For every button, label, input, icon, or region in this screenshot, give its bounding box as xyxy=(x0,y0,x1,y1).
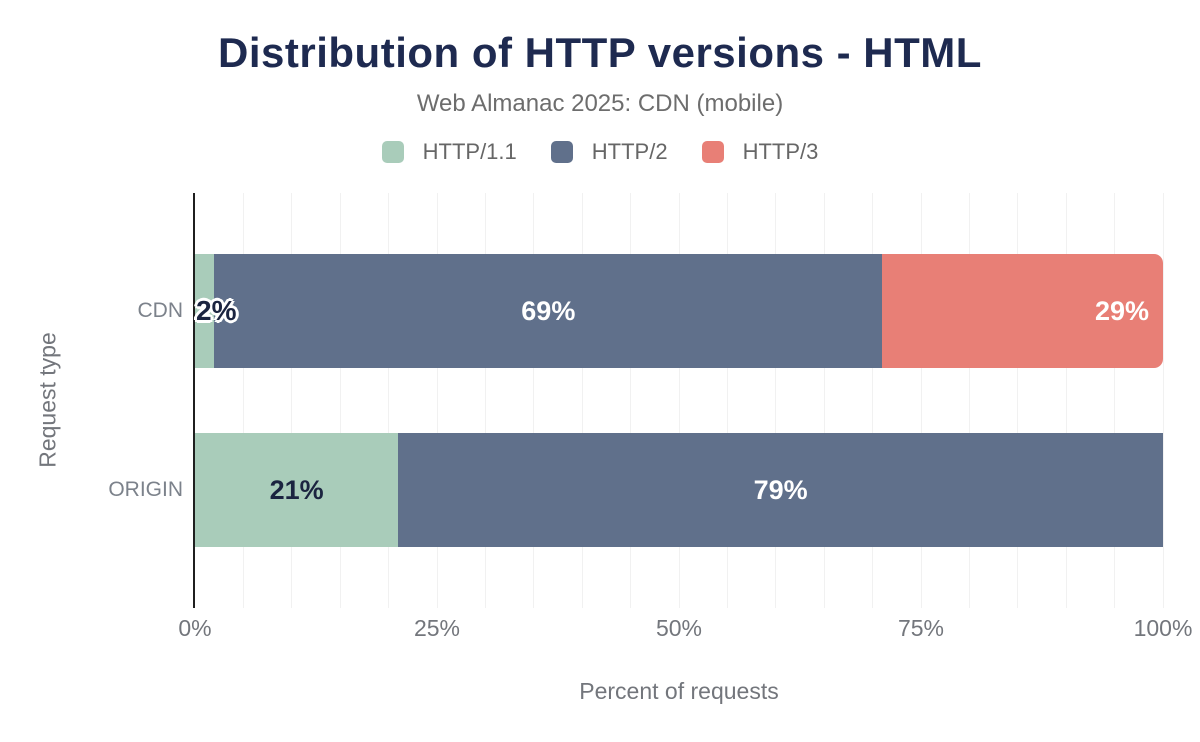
gridline xyxy=(581,193,583,608)
gridline xyxy=(678,193,680,608)
category-label-origin: ORIGIN xyxy=(108,478,183,501)
segment-origin-http1.1[interactable]: 21% xyxy=(195,433,399,547)
legend-swatch-icon xyxy=(701,141,724,163)
gridline xyxy=(388,193,390,608)
gridline xyxy=(291,193,293,608)
gridline xyxy=(1114,193,1116,608)
plot-area: 2% 69% 29% 21% 79% xyxy=(193,193,1164,608)
data-label: 2% xyxy=(196,295,237,326)
legend-swatch-icon xyxy=(381,141,404,163)
data-label: 79% xyxy=(753,474,808,505)
legend-item-http1.1[interactable]: HTTP/1.1 xyxy=(381,139,517,165)
x-tick-label: 100% xyxy=(1133,615,1193,641)
gridline xyxy=(1017,193,1019,608)
bar-cdn: 2% 69% 29% xyxy=(195,254,1163,368)
y-axis-line xyxy=(193,193,195,608)
gridline xyxy=(242,193,244,608)
gridline xyxy=(339,193,341,608)
gridline xyxy=(436,193,438,608)
segment-origin-http2[interactable]: 79% xyxy=(398,433,1163,547)
gridline xyxy=(630,193,632,608)
gridline xyxy=(1162,193,1164,608)
segment-cdn-http3[interactable]: 29% xyxy=(882,254,1163,368)
legend-item-http3[interactable]: HTTP/3 xyxy=(701,139,819,165)
data-label: 21% xyxy=(269,474,324,505)
bar-origin: 21% 79% xyxy=(195,433,1163,547)
x-tick-label: 25% xyxy=(413,615,461,641)
legend-label: HTTP/3 xyxy=(742,139,819,164)
x-tick-label: 75% xyxy=(897,615,945,641)
legend-label: HTTP/1.1 xyxy=(422,139,517,164)
legend-label: HTTP/2 xyxy=(591,139,668,164)
gridline xyxy=(726,193,728,608)
gridline xyxy=(823,193,825,608)
data-label: 29% xyxy=(1094,295,1149,326)
gridline xyxy=(533,193,535,608)
segment-cdn-http2[interactable]: 69% xyxy=(214,254,883,368)
legend-item-http2[interactable]: HTTP/2 xyxy=(550,139,668,165)
data-label: 69% xyxy=(521,295,576,326)
segment-cdn-http1.1[interactable] xyxy=(195,254,215,368)
gridline xyxy=(968,193,970,608)
x-axis-title: Percent of requests xyxy=(579,678,779,704)
category-label-cdn: CDN xyxy=(137,299,184,322)
gridline xyxy=(1065,193,1067,608)
legend-swatch-icon xyxy=(550,141,573,163)
gridline xyxy=(872,193,874,608)
chart-subtitle: Web Almanac 2025: CDN (mobile) xyxy=(416,90,784,117)
gridline xyxy=(920,193,922,608)
chart-title: Distribution of HTTP versions - HTML xyxy=(218,29,982,76)
gridline xyxy=(775,193,777,608)
legend: HTTP/1.1 HTTP/2 HTTP/3 xyxy=(0,139,1200,165)
gridline xyxy=(484,193,486,608)
x-tick-label: 0% xyxy=(178,615,212,641)
x-tick-label: 50% xyxy=(655,615,703,641)
